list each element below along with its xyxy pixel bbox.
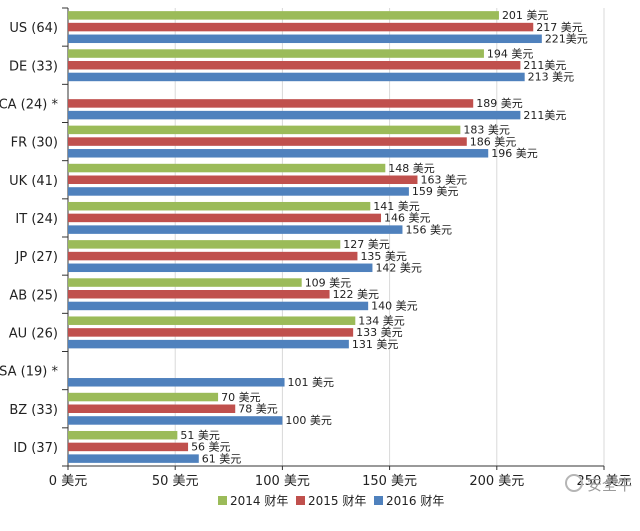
category-label: AB (25)	[9, 288, 58, 303]
watermark: 安全牛	[564, 474, 632, 495]
legend-label: 2015 财年	[308, 494, 366, 508]
x-tick-label: 250 美元	[577, 474, 632, 489]
data-label: 148 美元	[388, 162, 435, 175]
data-label: 61 美元	[202, 452, 242, 465]
bar	[68, 213, 382, 223]
bar	[68, 416, 283, 425]
bar	[68, 175, 418, 184]
category-label: IT (24)	[15, 212, 58, 227]
bar	[68, 149, 489, 158]
bar	[68, 34, 542, 44]
bar	[68, 442, 189, 452]
bar	[68, 125, 461, 135]
data-label: 109 美元	[305, 276, 352, 289]
data-label: 134 美元	[358, 314, 405, 327]
category-label: CA (24) *	[0, 97, 58, 112]
bar	[68, 454, 199, 463]
legend-swatch	[296, 496, 305, 505]
category-label: BZ (33)	[9, 403, 58, 418]
bar	[68, 201, 371, 211]
data-label: 51 美元	[180, 429, 220, 442]
bar	[68, 339, 349, 349]
category-label: DE (33)	[9, 59, 58, 74]
bar	[68, 22, 534, 32]
data-label: 211美元	[523, 59, 566, 72]
data-label: 196 美元	[491, 147, 538, 160]
bar	[68, 110, 521, 120]
bar	[68, 392, 219, 402]
wechat-icon	[564, 474, 583, 492]
category-label: FR (30)	[11, 136, 58, 151]
legend-label: 2016 财年	[386, 494, 444, 508]
bar	[68, 301, 369, 311]
category-label: UK (41)	[9, 174, 58, 189]
data-label: 56 美元	[191, 441, 231, 454]
category-label: US (64)	[9, 21, 58, 36]
bar	[68, 225, 403, 234]
data-label: 142 美元	[375, 262, 422, 275]
data-label: 135 美元	[360, 250, 407, 263]
bar	[68, 378, 285, 387]
legend-label: 2014 财年	[230, 494, 288, 508]
data-label: 101 美元	[288, 376, 335, 389]
data-label: 140 美元	[371, 300, 418, 313]
bar	[68, 240, 341, 249]
data-label: 194 美元	[487, 47, 534, 60]
data-label: 183 美元	[463, 124, 510, 137]
bar	[68, 430, 178, 440]
bar	[68, 328, 354, 337]
data-label: 127 美元	[343, 238, 390, 251]
data-label: 211美元	[523, 109, 566, 122]
category-label: ID (37)	[13, 441, 58, 456]
bar	[68, 61, 521, 70]
x-tick-label: 50 美元	[152, 474, 199, 489]
bar	[68, 251, 358, 261]
category-label: JP (27)	[15, 250, 59, 265]
bar	[68, 290, 330, 299]
legend-swatch	[218, 496, 227, 505]
data-label: 141 美元	[373, 200, 420, 213]
bar	[68, 49, 484, 58]
bar	[68, 316, 356, 325]
bar	[68, 11, 499, 20]
bar	[68, 187, 409, 196]
data-label: 100 美元	[285, 414, 332, 427]
bar	[68, 99, 474, 108]
data-label: 122 美元	[333, 288, 380, 301]
data-label: 217 美元	[536, 21, 583, 34]
category-label: AU (26)	[9, 326, 58, 341]
legend-swatch	[374, 496, 383, 505]
category-label: SA (19) *	[0, 365, 58, 380]
bar	[68, 263, 373, 273]
data-label: 163 美元	[420, 174, 467, 187]
data-label: 221美元	[545, 33, 588, 46]
bar	[68, 278, 302, 287]
x-tick-label: 0 美元	[49, 474, 87, 489]
bar	[68, 163, 386, 173]
data-label: 70 美元	[221, 391, 261, 404]
data-label: 146 美元	[384, 212, 431, 225]
x-tick-label: 100 美元	[255, 474, 310, 489]
data-label: 156 美元	[405, 223, 452, 236]
data-label: 186 美元	[470, 135, 517, 148]
data-label: 133 美元	[356, 326, 403, 339]
bar	[68, 72, 525, 82]
watermark-text: 安全牛	[586, 476, 632, 494]
data-label: 201 美元	[502, 9, 548, 22]
data-label: 159 美元	[412, 185, 459, 198]
x-tick-label: 200 美元	[469, 474, 524, 489]
data-label: 131 美元	[352, 338, 399, 351]
data-label: 78 美元	[238, 403, 278, 416]
bar	[68, 137, 467, 146]
data-label: 213 美元	[528, 71, 575, 84]
x-tick-label: 150 美元	[362, 474, 417, 489]
bar	[68, 404, 236, 413]
data-label: 189 美元	[476, 97, 523, 110]
